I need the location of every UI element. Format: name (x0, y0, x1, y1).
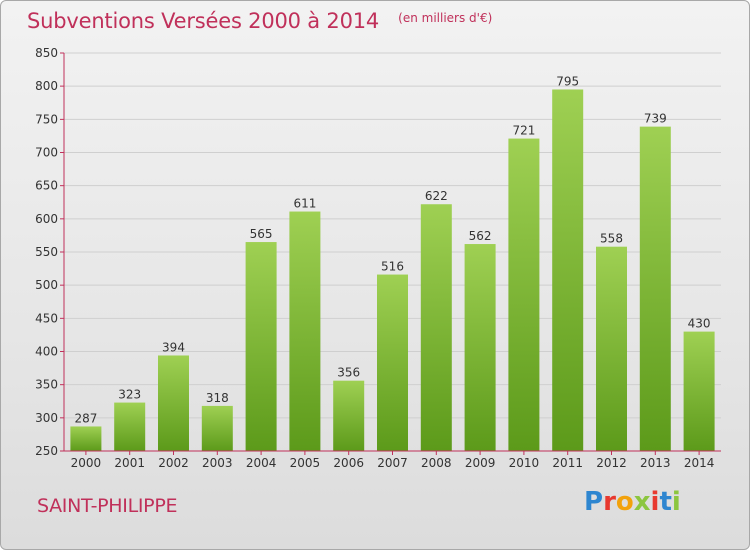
y-tick-label: 300 (35, 411, 58, 425)
logo-letter: i (650, 487, 660, 517)
bar-2000 (70, 426, 102, 451)
value-label-2006: 356 (337, 366, 360, 380)
y-tick-label: 800 (35, 79, 58, 93)
bar-2009 (464, 244, 496, 451)
chart-unit: (en milliers d'€) (398, 11, 493, 25)
commune-name: SAINT-PHILIPPE (37, 495, 178, 517)
value-label-2014: 430 (688, 317, 711, 331)
y-tick-label: 750 (35, 112, 58, 126)
bar-2011 (552, 89, 584, 451)
value-label-2010: 721 (512, 124, 535, 138)
bar-2010 (508, 138, 540, 451)
x-tick-label-2004: 2004 (246, 456, 277, 470)
y-tick-label: 700 (35, 146, 58, 160)
x-tick-label-2002: 2002 (158, 456, 189, 470)
bar-2012 (596, 246, 627, 451)
value-label-2004: 565 (250, 227, 273, 241)
bar-2008 (420, 204, 452, 451)
value-label-2001: 323 (118, 388, 141, 402)
bar-2013 (639, 126, 671, 451)
value-labels: 287 323 394 318 565 611 356 516 622 562 721 795 558 7… (74, 74, 710, 425)
y-tick-labels: 250 300 350 400 450 500 550 600 650 700 750 800 850 (35, 46, 58, 458)
bar-2004 (245, 242, 277, 451)
x-tick-label-2003: 2003 (202, 456, 233, 470)
value-label-2007: 516 (381, 260, 404, 274)
y-tick-label: 650 (35, 179, 58, 193)
y-tick-label: 500 (35, 278, 58, 292)
x-tick-label-2011: 2011 (552, 456, 583, 470)
logo-letter: i (671, 487, 681, 517)
x-tick-label-2000: 2000 (71, 456, 102, 470)
value-label-2000: 287 (74, 411, 97, 425)
x-tick-label-2008: 2008 (421, 456, 452, 470)
y-tick-label: 450 (35, 311, 58, 325)
y-tick-label: 600 (35, 212, 58, 226)
x-tick-label-2012: 2012 (596, 456, 627, 470)
y-tick-label: 400 (35, 345, 58, 359)
x-tick-label-2013: 2013 (640, 456, 671, 470)
logo-letter: o (615, 487, 634, 517)
logo-letter: P (584, 487, 604, 517)
value-label-2005: 611 (293, 197, 316, 211)
value-label-2011: 795 (556, 74, 579, 88)
bar-2001 (114, 402, 146, 451)
x-tick-label-2010: 2010 (509, 456, 540, 470)
value-label-2012: 558 (600, 232, 623, 246)
y-tick-label: 550 (35, 245, 58, 259)
x-tick-label-2014: 2014 (684, 456, 715, 470)
value-label-2002: 394 (162, 340, 185, 354)
chart-title-block: Subventions Versées 2000 à 2014 (en mill… (27, 9, 492, 33)
value-label-2003: 318 (206, 391, 229, 405)
logo-letter: r (603, 487, 616, 517)
bar-2007 (377, 274, 408, 451)
chart-title: Subventions Versées 2000 à 2014 (27, 9, 380, 33)
x-tick-label-2007: 2007 (377, 456, 408, 470)
y-tick-label: 850 (35, 46, 58, 60)
logo-letter: t (659, 487, 672, 517)
x-tick-label-2001: 2001 (114, 456, 145, 470)
x-tick-labels: 2000 2001 2002 2003 2004 2005 2006 2007 2008 2009… (71, 451, 715, 470)
logo-letter: x (633, 487, 651, 517)
bar-2005 (289, 211, 321, 451)
y-tick-label: 350 (35, 378, 58, 392)
bar-2003 (201, 405, 233, 451)
y-tick-label: 250 (35, 444, 58, 458)
value-label-2009: 562 (469, 229, 492, 243)
bar-2014 (683, 331, 715, 451)
x-tick-label-2009: 2009 (465, 456, 496, 470)
value-label-2008: 622 (425, 189, 448, 203)
bars (70, 89, 715, 451)
bar-2002 (158, 355, 189, 451)
value-label-2013: 739 (644, 112, 667, 126)
bar-2006 (333, 380, 365, 451)
x-tick-label-2005: 2005 (290, 456, 321, 470)
proxiti-logo: Proxiti (584, 487, 681, 517)
x-tick-label-2006: 2006 (333, 456, 364, 470)
